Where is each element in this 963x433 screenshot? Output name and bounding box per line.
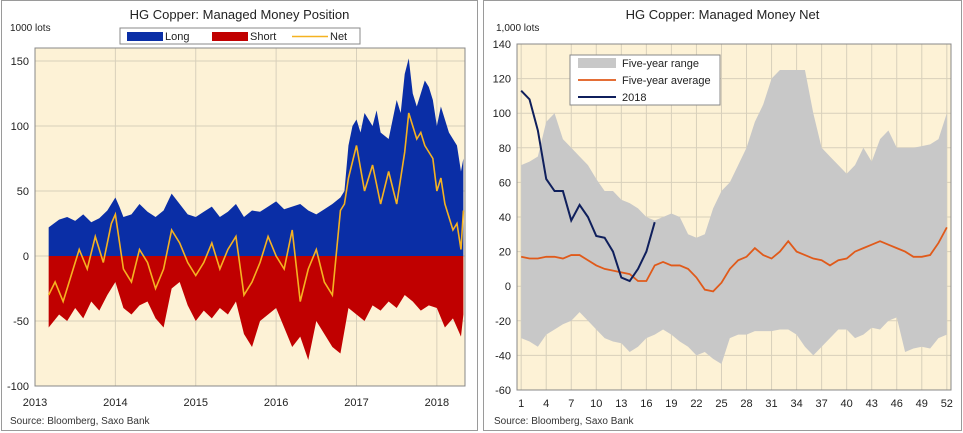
legend-label-net: Net: [330, 31, 347, 43]
x-tick-label: 4: [543, 398, 549, 410]
legend-label-long: Long: [165, 31, 189, 43]
x-tick-label: 46: [891, 398, 903, 410]
y-tick-label: 60: [499, 177, 511, 189]
x-tick-label: 22: [690, 398, 702, 410]
series-2018-line: [520, 90, 656, 283]
chart-panel-managed-money-position: HG Copper: Managed Money Position 1000 l…: [1, 0, 478, 431]
y-tick-label: 20: [499, 247, 511, 259]
position-chart-svg: -100 -50 0 50 100 150 2013 2014 2015 2016 2017 2018…: [7, 27, 466, 409]
y-tick-label: -40: [495, 350, 511, 362]
x-tick-label: 34: [790, 398, 802, 410]
y-tick-label: 40: [499, 212, 511, 224]
plot-border: [516, 43, 952, 391]
x-tick-label: 10: [590, 398, 602, 410]
x-tick-label: 25: [715, 398, 727, 410]
y-tick-label: 140: [493, 39, 511, 51]
x-tick-label: 31: [765, 398, 777, 410]
source-note: Source: Bloomberg, Saxo Bank: [494, 416, 634, 427]
series-net-line: [47, 112, 465, 304]
y-tick-label: 100: [11, 121, 29, 133]
chart-title: HG Copper: Managed Money Net: [625, 7, 820, 22]
legend-label: Five-year range: [622, 58, 699, 70]
y-tick-label: 100: [493, 108, 511, 120]
x-tick-label: 16: [640, 398, 652, 410]
x-tick-label: 2014: [103, 397, 127, 409]
x-tick-label: 49: [916, 398, 928, 410]
x-tick-label: 1: [518, 398, 524, 410]
series-long-area: [48, 58, 464, 257]
legend-swatch-short: [212, 32, 248, 41]
series-five-year-range-band: [521, 69, 947, 365]
legend-swatch-long: [127, 32, 163, 41]
series-five-year-average-line: [520, 226, 948, 293]
x-tick-label: 2018: [425, 397, 449, 409]
y-tick-label: 0: [23, 251, 29, 263]
series-short-area: [48, 256, 464, 360]
y-axis-unit-label: 1000 lots: [10, 23, 51, 34]
x-tick-label: 28: [740, 398, 752, 410]
y-tick-label: 150: [11, 56, 29, 68]
x-tick-label: 19: [665, 398, 677, 410]
x-tick-label: 7: [568, 398, 574, 410]
x-tick-label: 2015: [184, 397, 208, 409]
x-tick-label: 37: [816, 398, 828, 410]
source-note: Source: Bloomberg, Saxo Bank: [10, 416, 150, 427]
x-tick-label: 52: [941, 398, 953, 410]
y-tick-label: -60: [495, 385, 511, 397]
x-tick-label: 2016: [264, 397, 288, 409]
x-tick-label: 2017: [344, 397, 368, 409]
y-tick-label: 120: [493, 74, 511, 86]
y-axis-unit-label: 1,000 lots: [496, 23, 540, 34]
x-tick-label: 2013: [23, 397, 47, 409]
legend-label: 2018: [622, 92, 646, 104]
legend-label-short: Short: [250, 31, 276, 43]
plot-border: [34, 47, 466, 387]
legend-label: Five-year average: [622, 75, 711, 87]
y-tick-label: -50: [13, 316, 29, 328]
y-tick-label: 0: [505, 281, 511, 293]
y-tick-label: -100: [7, 381, 29, 393]
y-tick-label: 50: [17, 186, 29, 198]
x-tick-label: 13: [615, 398, 627, 410]
y-tick-label: -20: [495, 316, 511, 328]
net-chart-svg: -60 -40 -20 0 20 40 60 80 100 120 140 1 4 7 10 13 16 19 22…: [493, 39, 953, 410]
x-tick-label: 43: [866, 398, 878, 410]
x-tick-label: 40: [841, 398, 853, 410]
legend-swatch-five-year-range: [578, 58, 616, 68]
y-tick-label: 80: [499, 143, 511, 155]
chart-title: HG Copper: Managed Money Position: [129, 7, 350, 22]
chart-panel-managed-money-net: HG Copper: Managed Money Net 1,000 lots …: [483, 0, 962, 431]
